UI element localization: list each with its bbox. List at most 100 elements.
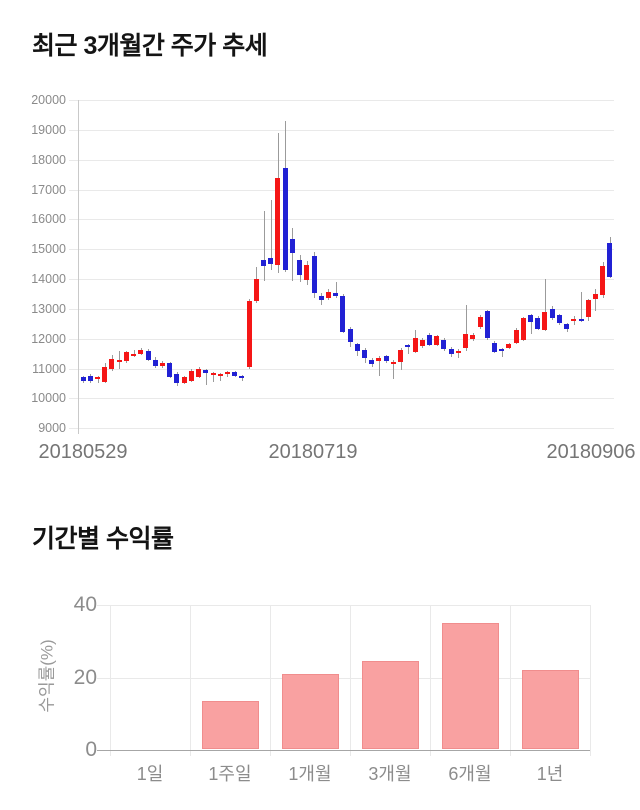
candle-up — [513, 329, 519, 343]
candle-up — [412, 338, 418, 352]
candle-wick — [501, 347, 503, 357]
candle-down — [535, 317, 541, 329]
returns-y-tick-label: 40 — [73, 593, 97, 616]
candle-up — [217, 373, 223, 376]
candle-up — [159, 363, 165, 367]
candle-down — [297, 259, 303, 276]
returns-gridline-x — [110, 605, 111, 756]
candle-down — [282, 167, 288, 271]
candle-wick — [292, 228, 294, 281]
return-bar-5 — [441, 623, 499, 749]
candle-down — [441, 339, 447, 350]
price-y-tick-label: 14000 — [31, 272, 66, 287]
candle-wick — [133, 349, 135, 358]
returns-gridline-y — [97, 605, 590, 606]
candle-up — [95, 377, 101, 380]
price-gridline-y — [69, 428, 614, 430]
candle-down — [564, 324, 570, 329]
candle-up — [600, 266, 606, 296]
returns-category-label: 1일 — [136, 764, 164, 784]
candle-down — [145, 350, 151, 360]
candle-wick — [393, 359, 395, 379]
candle-down — [578, 319, 584, 322]
candle-up — [109, 358, 115, 370]
returns-category-label: 1개월 — [288, 764, 332, 784]
candle-wick — [263, 211, 265, 281]
candle-up — [376, 357, 382, 361]
candle-up — [224, 372, 230, 375]
candle-down — [607, 242, 613, 277]
candle-up — [470, 335, 476, 340]
candle-up — [131, 353, 137, 356]
return-bar-4 — [361, 661, 419, 749]
candle-wick — [458, 349, 460, 358]
price-x-tick-label: 20180719 — [268, 441, 358, 463]
candle-wick — [378, 355, 380, 376]
price-y-tick-label: 18000 — [31, 152, 66, 167]
candle-down — [405, 344, 411, 347]
candle-down — [87, 375, 93, 382]
return-bar-6 — [521, 670, 579, 749]
candle-up — [477, 316, 483, 328]
candle-up — [434, 336, 440, 345]
price-y-tick-label: 15000 — [31, 242, 66, 257]
candle-wick — [407, 343, 409, 354]
candle-up — [304, 265, 310, 281]
candle-down — [347, 329, 353, 342]
candle-down — [232, 372, 238, 376]
returns-category-label: 1주일 — [208, 764, 252, 784]
candle-up — [390, 361, 396, 364]
price-gridline-y — [69, 100, 614, 101]
candle-up — [463, 334, 469, 349]
candle-up — [181, 377, 187, 383]
candle-wick — [97, 376, 99, 384]
candle-down — [383, 356, 389, 362]
returns-gridline-x — [430, 605, 431, 756]
candle-up — [188, 370, 194, 382]
candle-down — [340, 295, 346, 332]
candle-up — [520, 318, 526, 340]
candle-wick — [581, 291, 583, 322]
price-gridline-y — [69, 338, 614, 340]
price-y-tick-label: 11000 — [32, 361, 66, 376]
candle-down — [362, 350, 368, 359]
price-chart-title: 최근 3개월간 주가 추세 — [32, 32, 268, 60]
candle-down — [448, 348, 454, 354]
price-gridline-y — [69, 249, 614, 251]
candle-up — [585, 300, 591, 317]
candle-down — [333, 293, 339, 296]
price-y-tick-label: 16000 — [31, 212, 66, 227]
returns-category-label: 3개월 — [368, 764, 412, 784]
returns-y-tick-label: 0 — [85, 738, 97, 761]
candle-down — [311, 256, 317, 294]
returns-y-tick-label: 20 — [73, 665, 97, 689]
candle-up — [102, 366, 108, 383]
candle-wick — [270, 199, 272, 271]
candle-wick — [220, 372, 222, 382]
candle-down — [239, 375, 245, 378]
price-x-tick-label: 20180906 — [546, 441, 636, 463]
price-y-tick-label: 12000 — [31, 331, 66, 346]
price-y-tick-label: 19000 — [31, 122, 66, 137]
candle-up — [542, 311, 548, 330]
candle-wick — [241, 375, 243, 382]
candle-wick — [205, 368, 207, 386]
returns-zero-axis-line — [97, 750, 590, 751]
candle-up — [275, 177, 281, 266]
price-gridline-y — [69, 279, 614, 281]
candle-wick — [335, 282, 337, 298]
candle-down — [261, 259, 266, 266]
returns-category-label: 6개월 — [448, 764, 492, 784]
price-gridline-y — [69, 219, 614, 221]
candle-down — [426, 334, 432, 345]
returns-gridline-x — [270, 605, 271, 756]
returns-category-label: 1년 — [536, 764, 564, 784]
price-y-tick-label: 17000 — [31, 182, 66, 197]
candle-up — [571, 319, 577, 322]
return-bar-2 — [201, 701, 259, 749]
candle-down — [152, 359, 158, 367]
candle-up — [506, 344, 512, 349]
candle-down — [499, 349, 505, 352]
candle-up — [325, 292, 331, 299]
